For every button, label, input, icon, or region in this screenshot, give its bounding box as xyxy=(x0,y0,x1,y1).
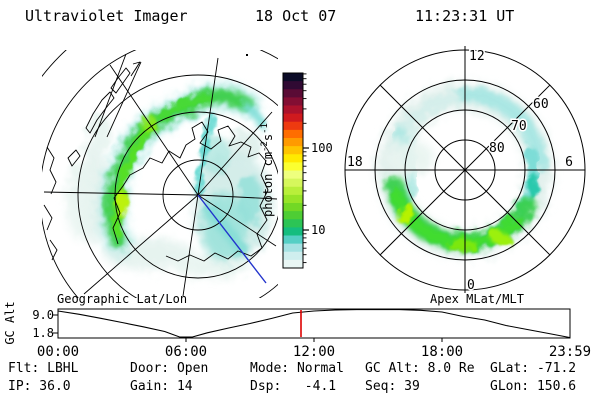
status-glat: GLat: -71.2 xyxy=(490,361,577,376)
map-grid xyxy=(42,50,278,298)
colorbar: photon cm-2s-1 100 10 xyxy=(260,72,333,269)
strip-ylabel: GC Alt xyxy=(3,301,17,344)
status-glon: GLon: 150.6 xyxy=(490,379,577,394)
lat-label-80: 80 xyxy=(489,141,505,156)
xtick-1200: 12:00 xyxy=(293,344,335,360)
colorbar-bands xyxy=(283,73,303,269)
xtick-0600: 06:00 xyxy=(165,344,207,360)
ytick-1.8: 1.8 xyxy=(32,326,54,340)
geographic-map-panel xyxy=(42,50,278,298)
status-seq: Seq: 39 xyxy=(365,379,420,394)
coastlines xyxy=(43,54,269,262)
ytick-9: 9.0 xyxy=(32,308,54,322)
strip-chart-frame xyxy=(57,308,571,339)
gc-alt-strip-chart: GC Alt 9.0 1.8 00:00 06:00 12:00 18:00 2… xyxy=(3,301,591,360)
mlt-label-18: 18 xyxy=(347,155,363,170)
xtick-1800: 18:00 xyxy=(421,344,463,360)
colorbar-tick-label-10: 10 xyxy=(311,223,325,237)
status-dsp: Dsp: -4.1 xyxy=(250,379,337,394)
gc-alt-curve xyxy=(57,309,570,339)
status-gain: Gain: 14 xyxy=(130,379,193,394)
status-gc-alt: GC Alt: 8.0 Re xyxy=(365,361,475,376)
colorbar-unit-label: photon cm-2s-1 xyxy=(260,123,275,217)
status-mode: Mode: Normal xyxy=(250,361,344,376)
mlt-label-6: 6 xyxy=(565,155,573,170)
lat-label-60: 60 xyxy=(533,97,549,112)
right-panel-caption: Apex MLat/MLT xyxy=(430,292,524,306)
colorbar-tick-label-100: 100 xyxy=(311,141,333,155)
title-time: 11:23:31 UT xyxy=(415,7,515,25)
app-title: Ultraviolet Imager xyxy=(25,7,188,25)
title-date: 18 Oct 07 xyxy=(255,7,337,25)
status-ip: IP: 36.0 xyxy=(8,379,71,394)
apex-polar-panel: 12 18 6 0 60 70 80 xyxy=(344,46,586,295)
status-flt: Flt: LBHL xyxy=(8,361,79,376)
mlt-label-0: 0 xyxy=(467,278,475,293)
colorbar-frame xyxy=(282,72,304,269)
orbit-track-line xyxy=(197,194,267,284)
strip-chart-ticks xyxy=(52,314,443,342)
left-panel-caption: Geographic Lat/Lon xyxy=(57,292,188,306)
status-door: Door: Open xyxy=(130,361,209,376)
mlt-label-12: 12 xyxy=(469,49,485,64)
lat-label-70: 70 xyxy=(511,119,527,134)
colorbar-ticks xyxy=(303,73,309,264)
xtick-2359: 23:59 xyxy=(549,344,591,360)
polar-grid xyxy=(344,46,586,293)
xtick-0000: 00:00 xyxy=(37,344,79,360)
